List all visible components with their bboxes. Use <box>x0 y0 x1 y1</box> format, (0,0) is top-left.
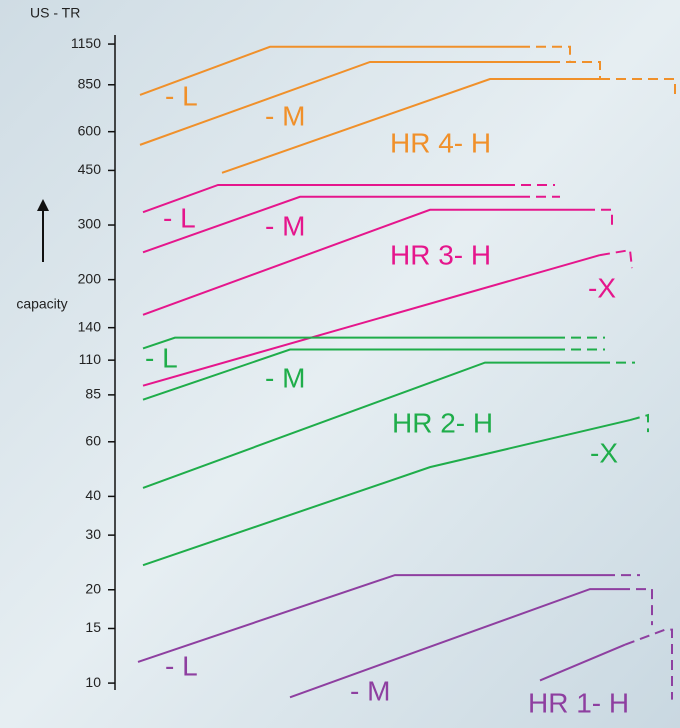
dashed-extension <box>600 78 676 98</box>
line <box>539 643 626 682</box>
line <box>142 183 505 214</box>
line <box>142 419 631 567</box>
line <box>139 45 520 96</box>
series-label: - M <box>265 100 305 131</box>
series-label: - L <box>165 80 198 111</box>
line <box>137 574 605 663</box>
y-tick-label: 110 <box>79 351 102 367</box>
series-label: HR 4- H <box>390 127 491 158</box>
line <box>221 78 600 174</box>
y-tick-label: 10 <box>85 674 101 690</box>
series-label: - M <box>265 210 305 241</box>
y-tick-label: 85 <box>85 386 101 402</box>
series-label: - L <box>163 202 196 233</box>
line <box>142 254 601 387</box>
series-label: -X <box>588 272 616 303</box>
line <box>142 348 555 401</box>
line <box>289 588 620 699</box>
y-axis-label: US - TR <box>30 5 80 21</box>
y-tick-label: 850 <box>78 75 102 91</box>
y-tick-label: 40 <box>85 487 101 503</box>
line <box>142 336 555 350</box>
y-tick-label: 20 <box>85 580 101 596</box>
y-tick-label: 60 <box>85 432 101 448</box>
y-tick-label: 1150 <box>71 35 101 51</box>
line <box>139 60 550 146</box>
series-label: - L <box>165 650 198 681</box>
line <box>142 361 600 489</box>
line <box>142 195 520 254</box>
y-tick-label: 450 <box>78 161 102 177</box>
y-tick-label: 300 <box>78 216 102 232</box>
arrow-label: capacity <box>16 296 67 312</box>
dashed-extension <box>520 45 571 62</box>
series-label: HR 3- H <box>390 239 491 270</box>
series-label: HR 1- H <box>528 687 629 718</box>
y-tick-label: 30 <box>85 526 101 542</box>
series-label: - M <box>350 675 390 706</box>
series-label: - L <box>145 342 178 373</box>
line <box>142 208 585 316</box>
y-tick-label: 15 <box>85 619 101 635</box>
y-tick-label: 600 <box>78 122 102 138</box>
dashed-extension <box>585 208 613 225</box>
dashed-extension <box>629 413 649 433</box>
series-label: -X <box>590 437 618 468</box>
y-tick-label: 140 <box>78 318 102 334</box>
y-tick-label: 200 <box>78 270 102 286</box>
dashed-extension <box>620 588 653 626</box>
series-label: - M <box>265 362 305 393</box>
series-label: HR 2- H <box>392 407 493 438</box>
dashed-extension <box>624 628 673 700</box>
dashed-extension <box>550 60 601 78</box>
